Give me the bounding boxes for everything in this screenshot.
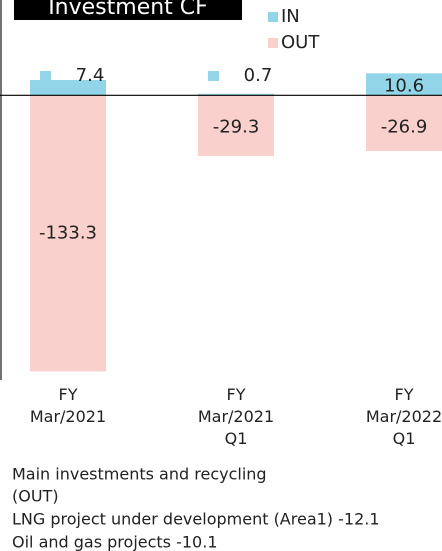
x-tick-label: FY Mar/2021 — [30, 385, 106, 426]
title-box — [14, 0, 242, 20]
x-tick-label: FY Mar/2022 Q1 — [366, 385, 442, 448]
bar — [366, 95, 442, 152]
value-label: -26.9 — [381, 116, 428, 137]
legend-swatch — [268, 38, 278, 48]
legend-label: IN — [281, 6, 300, 27]
value-label: 7.4 — [76, 65, 105, 86]
legend-swatch — [268, 12, 278, 22]
bar — [366, 73, 442, 96]
note-item: LNG project under development (Area1) -1… — [12, 510, 380, 529]
value-label: -29.3 — [213, 116, 260, 137]
note-item: Oil and gas projects -10.1 — [12, 533, 218, 551]
chart-title: Investment CF — [48, 0, 208, 20]
bar — [30, 95, 106, 372]
bar — [30, 79, 106, 96]
value-label: 10.6 — [384, 75, 424, 96]
label-swatch — [208, 71, 219, 81]
value-label: -133.3 — [39, 222, 97, 243]
bar — [198, 93, 274, 96]
note-heading: Main investments and recycling — [12, 465, 267, 484]
value-label: 0.7 — [244, 65, 273, 86]
bar — [198, 95, 274, 157]
label-swatch — [40, 71, 51, 81]
note-sub: (OUT) — [12, 487, 59, 506]
legend-label: OUT — [281, 32, 320, 53]
x-tick-label: FY Mar/2021 Q1 — [198, 385, 274, 448]
